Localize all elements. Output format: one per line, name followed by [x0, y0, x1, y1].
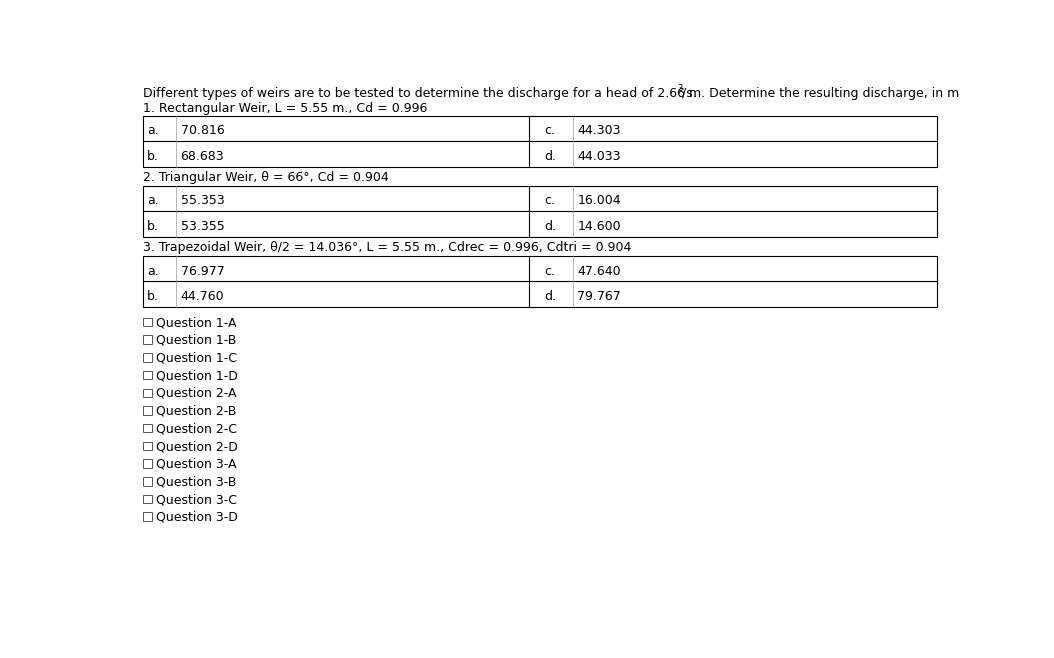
Text: 3: 3: [678, 84, 683, 93]
Text: Question 1-A: Question 1-A: [156, 316, 236, 329]
Bar: [143, 186, 937, 237]
Text: Question 2-C: Question 2-C: [156, 422, 237, 436]
Text: 68.683: 68.683: [180, 150, 225, 163]
Bar: [143, 256, 937, 307]
Text: a.: a.: [148, 265, 159, 278]
Bar: [143, 513, 152, 521]
Text: d.: d.: [544, 290, 557, 303]
Bar: [143, 388, 152, 397]
Text: 14.600: 14.600: [578, 220, 621, 233]
Text: 76.977: 76.977: [180, 265, 225, 278]
Text: /s.: /s.: [682, 87, 697, 99]
Text: 44.033: 44.033: [578, 150, 621, 163]
Text: d.: d.: [544, 220, 557, 233]
Bar: [143, 406, 152, 415]
Bar: [143, 442, 152, 450]
Text: 3. Trapezoidal Weir, θ/2 = 14.036°, L = 5.55 m., Cdrec = 0.996, Cdtri = 0.904: 3. Trapezoidal Weir, θ/2 = 14.036°, L = …: [143, 241, 631, 255]
Text: Question 1-B: Question 1-B: [156, 334, 236, 347]
Text: 70.816: 70.816: [180, 124, 225, 138]
Bar: [143, 495, 152, 503]
Text: Question 1-C: Question 1-C: [156, 351, 237, 365]
Text: b.: b.: [148, 220, 159, 233]
Text: 16.004: 16.004: [578, 195, 621, 207]
Text: 47.640: 47.640: [578, 265, 621, 278]
Bar: [143, 116, 937, 166]
Text: a.: a.: [148, 124, 159, 138]
Text: c.: c.: [544, 195, 555, 207]
Text: Question 2-A: Question 2-A: [156, 387, 236, 400]
Bar: [143, 459, 152, 468]
Text: 55.353: 55.353: [180, 195, 225, 207]
Text: Question 3-B: Question 3-B: [156, 476, 236, 488]
Text: 79.767: 79.767: [578, 290, 621, 303]
Text: Question 2-D: Question 2-D: [156, 440, 237, 453]
Text: b.: b.: [148, 290, 159, 303]
Text: c.: c.: [544, 124, 555, 138]
Text: Different types of weirs are to be tested to determine the discharge for a head : Different types of weirs are to be teste…: [143, 87, 959, 99]
Text: c.: c.: [544, 265, 555, 278]
Text: Question 2-B: Question 2-B: [156, 405, 236, 418]
Text: Question 3-C: Question 3-C: [156, 494, 237, 506]
Bar: [143, 424, 152, 432]
Text: Question 1-D: Question 1-D: [156, 369, 237, 382]
Text: 2. Triangular Weir, θ = 66°, Cd = 0.904: 2. Triangular Weir, θ = 66°, Cd = 0.904: [143, 171, 389, 184]
Text: Question 3-D: Question 3-D: [156, 511, 237, 524]
Text: d.: d.: [544, 150, 557, 163]
Text: a.: a.: [148, 195, 159, 207]
Text: Question 3-A: Question 3-A: [156, 458, 236, 471]
Bar: [143, 353, 152, 361]
Text: 44.303: 44.303: [578, 124, 621, 138]
Text: 53.355: 53.355: [180, 220, 225, 233]
Bar: [143, 318, 152, 326]
Bar: [143, 477, 152, 486]
Text: b.: b.: [148, 150, 159, 163]
Text: 1. Rectangular Weir, L = 5.55 m., Cd = 0.996: 1. Rectangular Weir, L = 5.55 m., Cd = 0…: [143, 102, 428, 115]
Text: 44.760: 44.760: [180, 290, 225, 303]
Bar: [143, 336, 152, 344]
Bar: [143, 371, 152, 379]
